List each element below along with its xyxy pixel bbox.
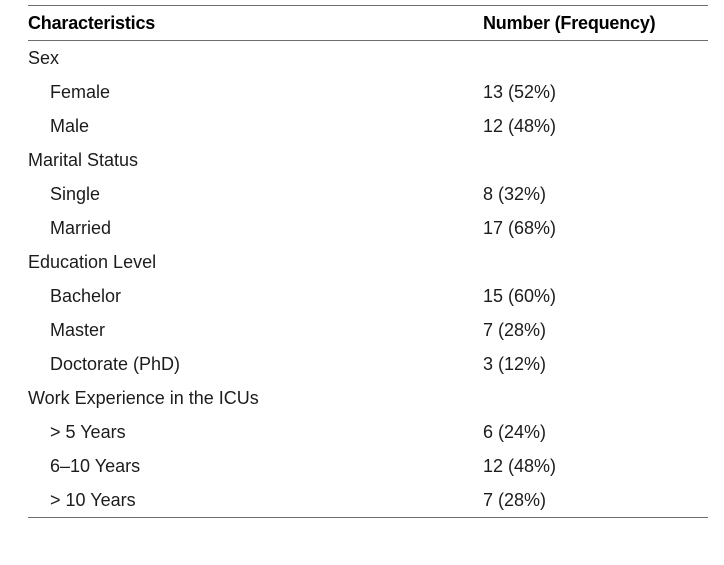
table-row: > 10 Years 7 (28%)	[28, 483, 708, 517]
table-body: Sex Female 13 (52%) Male 12 (48%) Marita…	[28, 41, 708, 518]
table-row: > 5 Years 6 (24%)	[28, 415, 708, 449]
demographics-table: Characteristics Number (Frequency) Sex F…	[28, 5, 708, 518]
header-characteristics: Characteristics	[28, 12, 156, 33]
row-value: 7 (28%)	[483, 489, 547, 510]
row-label: Education Level	[28, 251, 157, 272]
row-label: Work Experience in the ICUs	[28, 387, 259, 408]
row-label: Master	[50, 319, 106, 340]
table-row: Marital Status	[28, 143, 708, 177]
row-label: Marital Status	[28, 149, 139, 170]
row-label: Bachelor	[50, 285, 122, 306]
row-value: 17 (68%)	[483, 217, 557, 238]
table-row: Female 13 (52%)	[28, 75, 708, 109]
table-row: Master 7 (28%)	[28, 313, 708, 347]
header-number-frequency: Number (Frequency)	[483, 12, 656, 33]
row-value: 13 (52%)	[483, 81, 557, 102]
row-label: Sex	[28, 47, 60, 68]
table-row: Bachelor 15 (60%)	[28, 279, 708, 313]
table-row: Education Level	[28, 245, 708, 279]
row-value: 15 (60%)	[483, 285, 557, 306]
row-label: Married	[50, 217, 112, 238]
row-value: 7 (28%)	[483, 319, 547, 340]
row-label: Male	[50, 115, 90, 136]
table-row: Work Experience in the ICUs	[28, 381, 708, 415]
row-label: > 10 Years	[50, 489, 136, 510]
row-value: 6 (24%)	[483, 421, 547, 442]
row-label: Female	[50, 81, 111, 102]
table-row: Single 8 (32%)	[28, 177, 708, 211]
row-label: Doctorate (PhD)	[50, 353, 181, 374]
row-value: 8 (32%)	[483, 183, 547, 204]
row-label: Single	[50, 183, 101, 204]
table-row: Sex	[28, 41, 708, 75]
row-value: 12 (48%)	[483, 115, 557, 136]
row-value: 3 (12%)	[483, 353, 547, 374]
table-row: Doctorate (PhD) 3 (12%)	[28, 347, 708, 381]
row-value: 12 (48%)	[483, 455, 557, 476]
table-row: 6–10 Years 12 (48%)	[28, 449, 708, 483]
table-row: Married 17 (68%)	[28, 211, 708, 245]
row-label: 6–10 Years	[50, 455, 141, 476]
table-row: Male 12 (48%)	[28, 109, 708, 143]
row-label: > 5 Years	[50, 421, 126, 442]
table-header-row: Characteristics Number (Frequency)	[28, 6, 708, 41]
